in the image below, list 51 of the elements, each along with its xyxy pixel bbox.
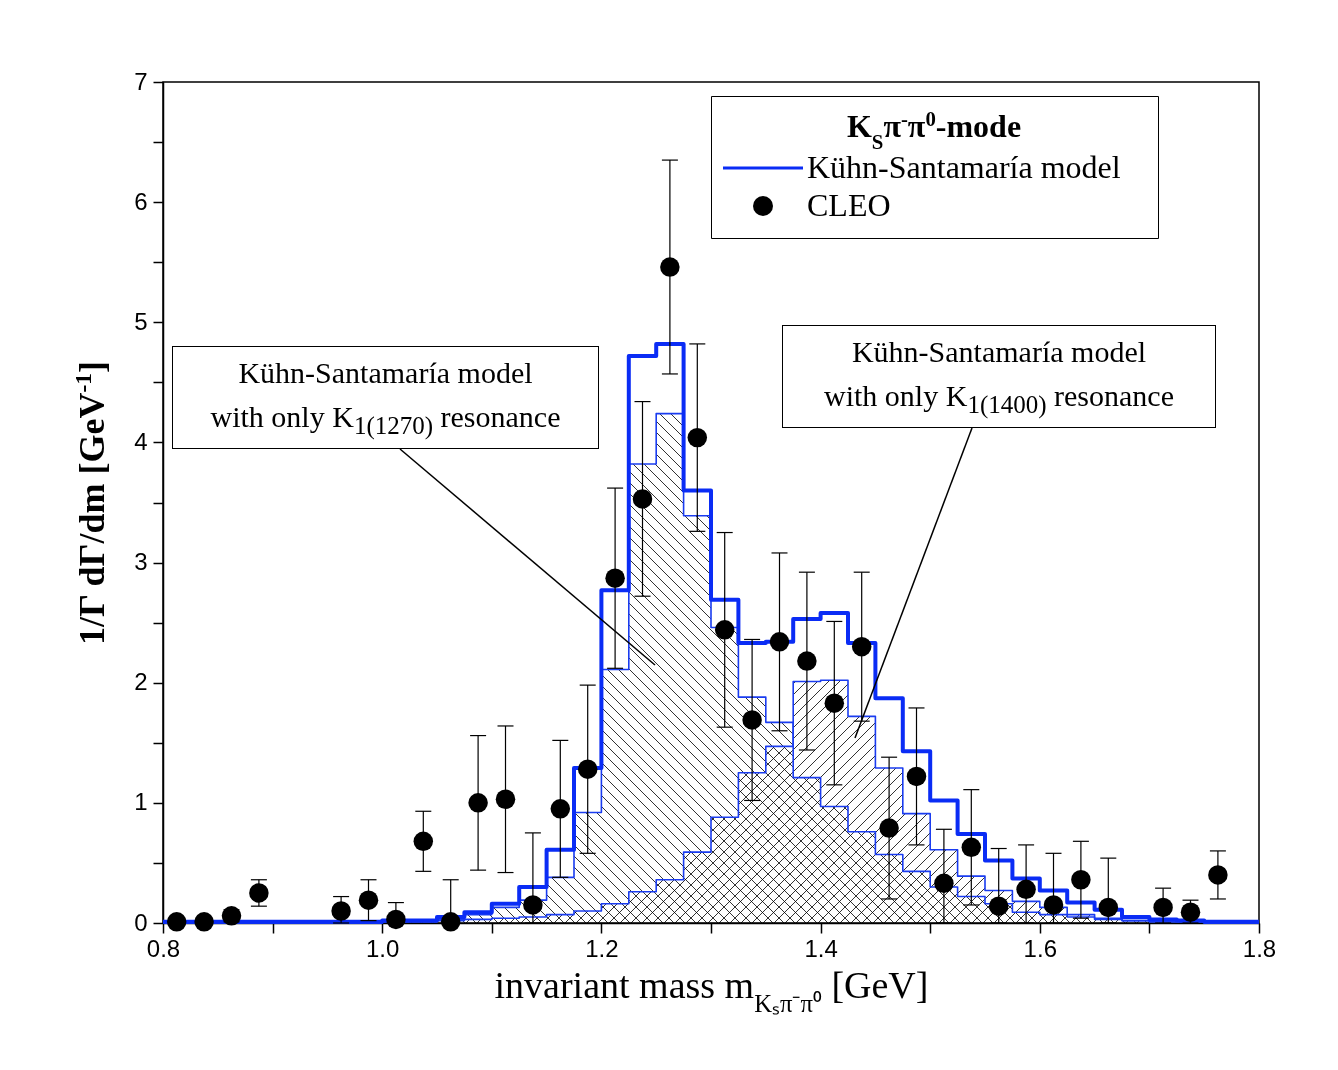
point (824, 693, 845, 713)
point (851, 636, 872, 657)
x-tick-label: 1.8 (1242, 934, 1277, 962)
y-tick-label: 7 (134, 67, 148, 95)
point (440, 912, 461, 932)
annotation: Kühn-Santamaría model with only K$_{1(1270)}$ resonance (172, 346, 599, 449)
y-tick-label: 0 (134, 908, 148, 936)
point (1016, 879, 1036, 900)
point (386, 909, 406, 930)
point (742, 710, 762, 730)
point (769, 632, 790, 652)
x-tick-label: 1.0 (366, 934, 400, 962)
point (1098, 897, 1119, 918)
point (879, 818, 899, 838)
point (797, 651, 817, 671)
x-tick-label: 1.6 (1023, 934, 1057, 962)
annotation: Kühn-Santamaría model with only K$_{1(1400)}$ resonance (782, 325, 1216, 428)
x-axis-title: invariant mass m$_{Kₛπ⁻π⁰}$ [GeV] (494, 963, 929, 1016)
point (1208, 865, 1228, 885)
point (687, 427, 708, 448)
point (934, 873, 954, 894)
y-tick-label: 2 (134, 668, 148, 696)
point (714, 620, 735, 640)
point (194, 912, 214, 932)
point (906, 766, 927, 787)
y-tick-label: 4 (134, 427, 148, 455)
point (331, 901, 351, 921)
point (1043, 895, 1064, 915)
point (1071, 870, 1091, 890)
y-tick-label: 6 (134, 187, 148, 215)
point (358, 890, 379, 910)
point (632, 489, 653, 509)
x-tick-label: 1.2 (585, 934, 619, 962)
point (166, 912, 187, 932)
point (988, 896, 1009, 916)
point (468, 793, 488, 813)
y-tick-label: 5 (134, 307, 148, 335)
point (523, 895, 543, 915)
legend-label: CLEO (807, 187, 891, 223)
point (605, 568, 625, 588)
point (413, 831, 434, 852)
point (1153, 897, 1173, 918)
y-tick-label: 1 (134, 788, 148, 816)
point (961, 837, 982, 858)
x-tick-label: 1.4 (804, 934, 838, 962)
y-tick-label: 3 (134, 548, 148, 576)
point (550, 799, 571, 819)
x-tick-label: 0.8 (146, 934, 181, 962)
point (577, 759, 598, 779)
point (495, 789, 516, 809)
point (660, 257, 680, 277)
